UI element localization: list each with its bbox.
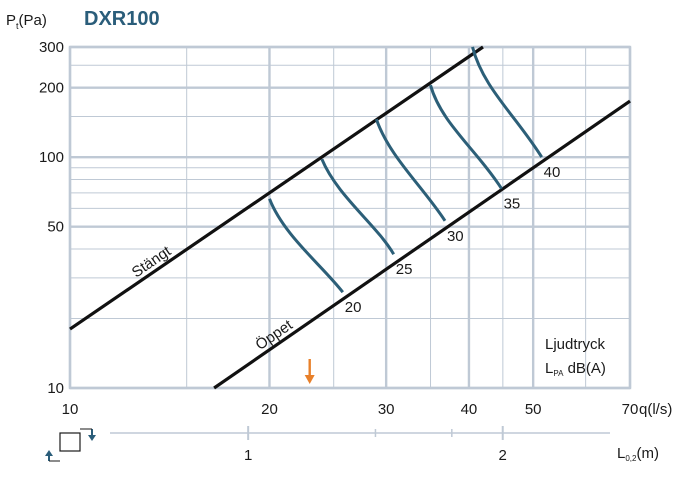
- tick-labels: 10 50 100 200 300 10 20 30 40 50 70: [39, 39, 638, 418]
- annotation-lpa: LPA dB(A): [545, 360, 606, 378]
- y-axis-label: Pt(Pa): [6, 12, 47, 31]
- x-tick-label: 20: [261, 401, 278, 418]
- sound-curve-label: 35: [504, 196, 521, 213]
- throw-tick-label: 1: [244, 447, 252, 464]
- y-tick-label: 10: [47, 380, 64, 397]
- plot-frame: [68, 45, 632, 390]
- y-tick-label: 300: [39, 39, 64, 56]
- throw-axis-label: L0,2(m): [617, 445, 659, 463]
- sound-curve-label: 25: [396, 261, 413, 278]
- sound-curve-label: 30: [447, 228, 464, 245]
- y-tick-label: 200: [39, 80, 64, 97]
- x-tick-label: 50: [525, 401, 542, 418]
- sound-curve-label: 20: [345, 299, 362, 316]
- sound-curve: [429, 84, 503, 190]
- x-tick-label: 70: [622, 401, 639, 418]
- y-tick-label: 100: [39, 149, 64, 166]
- boundary-line: [213, 99, 631, 390]
- chart-grid: [68, 45, 632, 390]
- sound-curve-label: 40: [544, 164, 561, 181]
- throw-tick-label: 2: [499, 447, 507, 464]
- x-tick-label: 30: [378, 401, 395, 418]
- chart-title: DXR100: [84, 8, 160, 30]
- boundary-line: [69, 45, 484, 331]
- x-tick-label: 40: [461, 401, 478, 418]
- marker-head: [304, 375, 315, 384]
- sound-curve: [374, 118, 447, 222]
- y-tick-label: 50: [47, 219, 64, 236]
- airflow-direction-icon: [45, 428, 96, 462]
- x-tick-label: 10: [62, 401, 79, 418]
- annotation-ljudtryck: Ljudtryck: [545, 336, 606, 353]
- orange-arrow-marker: [304, 359, 315, 384]
- sound-curve: [471, 46, 543, 158]
- sound-curve: [320, 158, 395, 255]
- sound-curve: [268, 198, 344, 294]
- x-axis-label: q(l/s): [639, 401, 672, 418]
